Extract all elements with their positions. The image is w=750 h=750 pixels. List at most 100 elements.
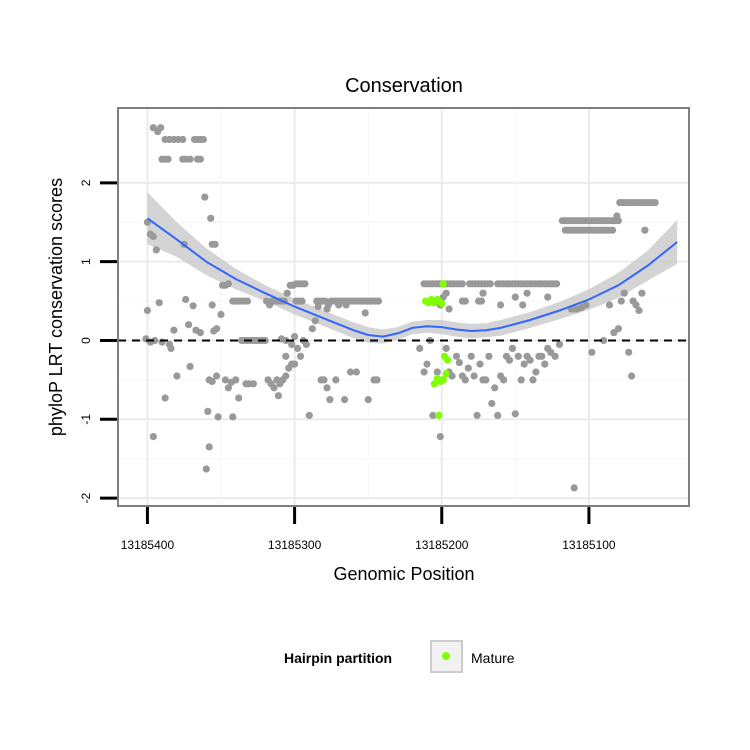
y-tick-label: 0 (79, 337, 93, 344)
data-point-other (173, 372, 181, 380)
data-point-other (213, 325, 221, 333)
data-point-other (625, 348, 633, 356)
data-point-other (526, 356, 534, 364)
data-point-other (224, 280, 232, 288)
data-point-other (282, 352, 290, 360)
data-point-other (149, 232, 157, 241)
data-point-other (514, 352, 522, 360)
y-tick-label: 2 (79, 179, 93, 186)
data-point-other (473, 411, 481, 419)
data-point-other (189, 302, 197, 310)
legend-mature-point-icon (442, 652, 450, 660)
data-point-other (323, 305, 331, 313)
data-point-other (373, 376, 381, 384)
data-point-mature (433, 374, 441, 382)
data-point-other (204, 407, 212, 415)
data-point-other (196, 155, 204, 163)
data-point-other (208, 301, 216, 309)
data-point-other (186, 155, 194, 163)
data-point-other (320, 376, 328, 384)
data-point-other (305, 411, 313, 419)
data-point-other (436, 433, 444, 441)
data-point-other (341, 396, 349, 404)
data-point-other (208, 377, 216, 386)
data-point-other (523, 289, 531, 297)
data-point-other (161, 394, 169, 402)
data-point-mature (430, 299, 438, 307)
data-point-other (293, 344, 302, 352)
data-point-other (520, 360, 528, 368)
data-point-other (555, 340, 564, 348)
data-point-other (494, 411, 502, 419)
data-point-other (335, 301, 343, 309)
data-point-other (346, 368, 355, 376)
data-point-other (553, 280, 561, 288)
data-point-other (445, 305, 453, 313)
data-point-other (214, 413, 222, 421)
data-point-other (416, 344, 424, 352)
data-point-other (332, 376, 340, 384)
x-tick-label: 13185200 (415, 538, 469, 552)
x-tick-label: 13185300 (268, 538, 322, 552)
data-point-mature (430, 380, 438, 388)
data-point-other (155, 299, 163, 307)
data-point-other (529, 376, 537, 384)
data-point-other (151, 336, 159, 345)
data-point-other (201, 193, 209, 201)
data-point-other (185, 321, 193, 329)
data-point-other (464, 364, 472, 372)
panel-border (117, 107, 690, 507)
data-point-other (196, 329, 204, 337)
y-axis-label: phyloP LRT conservation scores (46, 178, 66, 436)
data-point-other (485, 352, 493, 360)
data-point-other (182, 295, 190, 304)
data-point-other (270, 384, 278, 392)
data-point-other (620, 289, 628, 297)
data-point-other (452, 352, 461, 360)
smooth-line-layer (146, 217, 678, 338)
data-point-other (323, 384, 331, 392)
x-tick-label: 13185100 (562, 538, 616, 552)
data-point-mature (442, 370, 450, 378)
data-point-other (505, 356, 514, 364)
data-point-other (283, 289, 291, 297)
data-point-other (632, 301, 640, 309)
data-point-other (511, 410, 519, 418)
legend-label-mature: Mature (471, 650, 515, 666)
data-point-other (326, 396, 334, 404)
data-point-other (298, 297, 306, 305)
chart-title: Conservation (345, 75, 463, 97)
data-point-other (614, 325, 623, 333)
data-point-other (164, 155, 172, 163)
data-point-other (199, 135, 207, 144)
data-point-other (143, 306, 151, 315)
data-point-other (342, 301, 350, 309)
data-point-other (361, 309, 369, 317)
data-point-other (282, 336, 290, 345)
data-point-other (167, 344, 175, 352)
data-point-other (479, 289, 487, 297)
data-point-other (157, 124, 165, 132)
data-point-other (570, 484, 578, 492)
data-point-other (486, 280, 494, 288)
data-point-other (467, 352, 475, 360)
data-point-other (301, 280, 309, 288)
data-point-other (651, 199, 659, 207)
data-point-other (442, 344, 450, 352)
y-axis: -2 -1 0 1 2 (79, 179, 117, 503)
data-point-other (152, 246, 160, 254)
data-point-other (551, 352, 559, 360)
x-tick-label: 13185400 (121, 538, 175, 552)
data-point-other (213, 372, 221, 380)
y-tick-label: 1 (79, 258, 93, 265)
data-point-other (249, 380, 257, 388)
data-point-other (282, 372, 290, 380)
data-point-other (296, 352, 305, 360)
data-point-other (352, 368, 360, 376)
data-point-other (211, 240, 219, 248)
data-point-other (288, 340, 296, 348)
data-point-other (605, 301, 614, 309)
data-point-other (235, 394, 243, 402)
data-point-other (628, 372, 636, 380)
